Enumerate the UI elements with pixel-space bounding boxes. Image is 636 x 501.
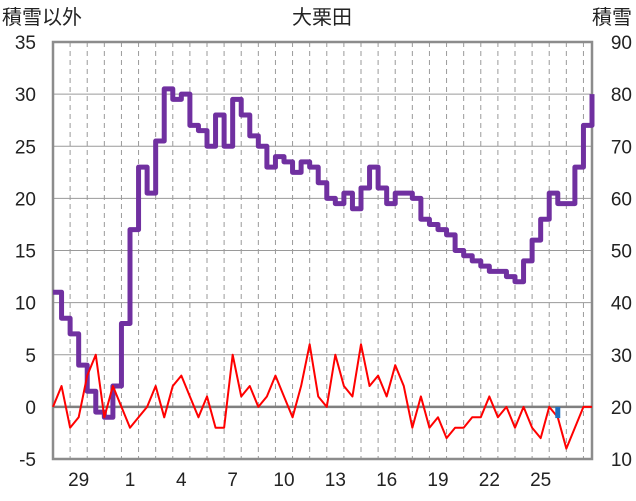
y-right-tick-label: 10	[611, 450, 632, 471]
y-left-tick-label: 10	[15, 294, 36, 315]
y-left-tick-label: 35	[15, 33, 36, 54]
precip-bar	[555, 406, 561, 419]
y-left-tick-label: 15	[15, 242, 36, 263]
x-tick-label: 29	[68, 470, 89, 491]
y-right-tick-labels: 10 20 30 40 50 60 70 80 90	[611, 33, 632, 471]
left-axis-label: 積雪以外	[2, 5, 82, 29]
grid-lines	[53, 42, 592, 459]
plot-frame	[51, 40, 594, 461]
x-tick-label: 10	[273, 470, 294, 491]
y-right-tick-label: 80	[611, 85, 632, 106]
series-layer	[52, 86, 595, 450]
y-right-tick-label: 60	[611, 189, 632, 210]
snow-depth-line	[53, 86, 595, 420]
y-right-tick-label: 30	[611, 346, 632, 367]
y-left-tick-labels: -5 0 5 10 15 20 25 30 35	[15, 33, 36, 471]
y-left-tick-label: -5	[19, 450, 36, 471]
x-tick-label: 1	[125, 470, 136, 491]
x-tick-labels: 29 1 4 7 10 13 16 19 22 25	[68, 470, 551, 491]
y-right-tick-label: 90	[611, 33, 632, 54]
temperature-line	[52, 343, 592, 450]
y-left-tick-label: 20	[15, 189, 36, 210]
x-tick-label: 7	[227, 470, 238, 491]
x-tick-label: 16	[376, 470, 397, 491]
x-tick-label: 4	[176, 470, 187, 491]
y-right-tick-label: 40	[611, 294, 632, 315]
x-tick-label: 19	[427, 470, 448, 491]
x-tick-label: 13	[325, 470, 346, 491]
y-left-tick-label: 25	[15, 137, 36, 158]
right-axis-label: 積雪	[592, 5, 632, 29]
y-right-tick-label: 50	[611, 242, 632, 263]
y-left-tick-label: 0	[25, 398, 36, 419]
chart-title: 大栗田	[292, 5, 352, 29]
y-right-tick-label: 20	[611, 398, 632, 419]
y-left-tick-label: 30	[15, 85, 36, 106]
y-left-tick-label: 5	[25, 346, 36, 367]
x-tick-label: 22	[479, 470, 500, 491]
y-right-tick-label: 70	[611, 137, 632, 158]
x-tick-label: 25	[530, 470, 551, 491]
